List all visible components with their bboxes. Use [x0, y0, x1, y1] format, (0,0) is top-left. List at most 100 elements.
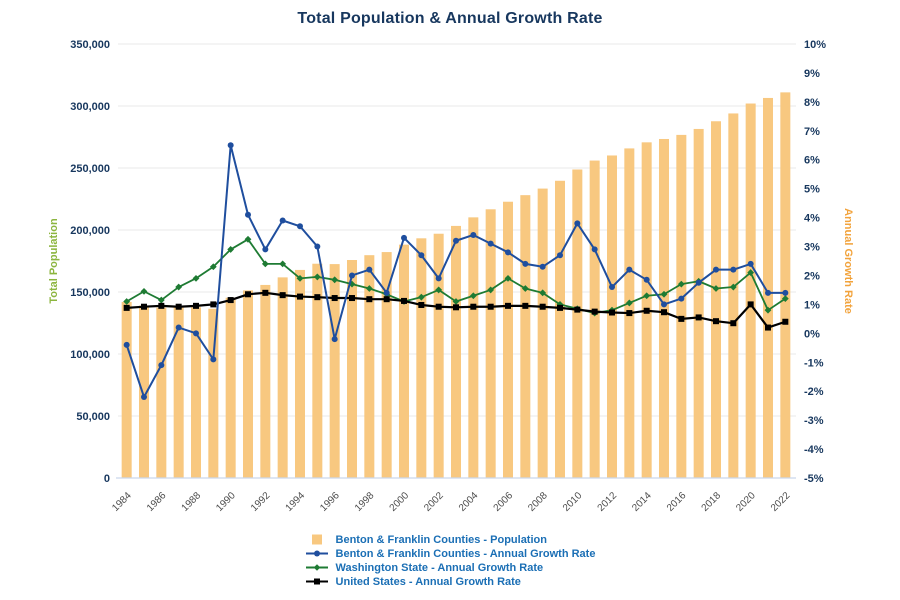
data-point-2020 [747, 260, 754, 267]
population-bar-2007 [520, 195, 531, 478]
data-point-1993 [279, 217, 286, 224]
data-point-2010 [574, 306, 581, 313]
data-point-2019 [729, 283, 737, 291]
data-point-2001 [418, 301, 425, 308]
data-point-2002 [435, 275, 442, 282]
data-point-2021 [764, 306, 772, 314]
data-point-2022 [781, 295, 789, 303]
data-point-2017 [695, 314, 702, 321]
population-bar-1993 [277, 277, 288, 478]
data-point-1985 [141, 303, 147, 310]
data-point-2016 [678, 315, 685, 322]
data-point-1997 [348, 280, 356, 288]
data-point-1984 [123, 341, 130, 348]
chart-title: Total Population & Annual Growth Rate [297, 10, 603, 27]
population-bar-1996 [329, 264, 340, 478]
data-point-1996 [331, 276, 339, 284]
y-axis-right-tick-label: -1% [804, 357, 824, 369]
data-point-2020 [747, 301, 754, 308]
legend-item: Washington State - Annual Growth Rate [305, 561, 596, 574]
x-axis-tick-label: 2006 [492, 490, 516, 514]
legend-box: Benton & Franklin Counties - Population B… [305, 533, 596, 588]
left-axis-title: Total Population [48, 218, 60, 304]
chart-canvas: 350,000 300,000 250,000 200,000 150,000 100,0… [48, 39, 854, 514]
data-point-2006 [505, 302, 511, 309]
x-axis-tick-label: 2008 [526, 490, 550, 514]
y-axis-right-tick-label: -2% [804, 386, 824, 398]
data-point-2004 [470, 303, 477, 310]
data-point-2014 [643, 307, 650, 314]
data-point-1993 [279, 292, 286, 299]
data-point-2015 [660, 290, 668, 298]
population-bar-2012 [607, 155, 617, 478]
y-axis-left-tick-label: 100,000 [70, 349, 110, 361]
y-axis-right-tick-label: 10% [804, 39, 826, 51]
data-point-1991 [244, 235, 252, 243]
data-point-2016 [677, 280, 685, 288]
x-axis-tick-label: 1988 [180, 490, 204, 514]
x-axis-tick-label: 2020 [734, 490, 758, 514]
y-axis-right-tick-label: 1% [804, 299, 820, 311]
population-bar-1988 [191, 307, 201, 478]
data-point-1992 [262, 246, 269, 253]
data-point-1996 [331, 336, 338, 343]
y-axis-right-tick-label: 8% [804, 97, 820, 109]
y-axis-right-tick-label: 5% [804, 184, 820, 196]
population-bar-2021 [763, 97, 773, 478]
y-axis-right-tick-label: 4% [804, 213, 820, 225]
data-point-1997 [349, 272, 355, 279]
data-point-2019 [730, 266, 737, 273]
population-bar-2000 [399, 244, 409, 478]
united-states-growth-line [123, 289, 789, 331]
data-point-2000 [401, 234, 407, 241]
population-bar-1989 [208, 308, 219, 478]
population-bar-2016 [676, 134, 687, 478]
data-point-1991 [245, 211, 251, 218]
data-point-2013 [626, 266, 633, 273]
data-point-1991 [245, 291, 251, 298]
data-point-2003 [452, 298, 460, 305]
legend-marker-diamond-icon [305, 564, 328, 571]
data-point-2008 [539, 289, 547, 297]
data-point-1994 [297, 293, 303, 300]
data-point-2019 [730, 320, 737, 327]
data-point-2021 [765, 324, 771, 331]
population-bar-1986 [156, 307, 167, 478]
data-point-1989 [210, 356, 217, 363]
x-axis-tick-label: 2016 [665, 490, 689, 514]
legend-item: United States - Annual Growth Rate [305, 575, 596, 588]
data-point-1994 [296, 274, 304, 282]
data-point-1985 [140, 287, 148, 295]
data-point-1984 [123, 298, 131, 305]
legend-marker-bar-icon [311, 534, 322, 545]
data-point-2013 [626, 310, 633, 317]
y-axis-left-tick-label: 350,000 [70, 39, 110, 51]
data-point-2005 [487, 240, 494, 247]
data-point-2003 [453, 237, 459, 244]
population-bar-1985 [139, 305, 149, 478]
population-bar-2022 [780, 92, 791, 479]
y-axis-right-tick-label: 0% [804, 328, 820, 340]
washington-growth-line [123, 235, 789, 317]
data-point-1989 [209, 263, 217, 271]
population-bar-1991 [243, 290, 253, 478]
population-bar-1990 [225, 297, 236, 478]
right-axis-title: Annual Growth Rate [842, 208, 854, 314]
data-point-1987 [175, 324, 182, 331]
data-point-2004 [469, 292, 477, 300]
data-point-1987 [175, 283, 183, 291]
data-point-2001 [418, 252, 425, 259]
y-axis-right-tick-label: 9% [804, 68, 820, 80]
legend-marker-circle-icon [305, 550, 328, 557]
data-point-1994 [297, 223, 303, 230]
data-point-1988 [192, 274, 200, 282]
data-point-1984 [123, 304, 130, 311]
population-bar-2015 [659, 138, 669, 478]
x-axis-tick-label: 1984 [110, 490, 134, 514]
data-point-2005 [487, 303, 494, 310]
population-bar-2006 [503, 201, 513, 478]
population-bar-1998 [364, 255, 375, 478]
x-axis-tick-label: 1994 [284, 490, 308, 514]
y-axis-left-tick-label: 50,000 [76, 411, 110, 423]
data-point-2011 [591, 308, 598, 315]
